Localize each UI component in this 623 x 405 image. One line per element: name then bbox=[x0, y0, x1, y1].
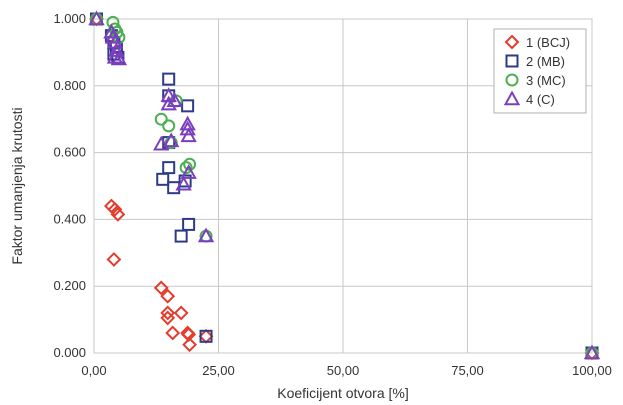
data-point-triangle bbox=[110, 50, 128, 66]
data-point-triangle bbox=[160, 87, 177, 103]
data-point-triangle bbox=[166, 92, 183, 108]
data-point-triangle bbox=[175, 175, 192, 191]
data-point-triangle bbox=[583, 344, 601, 360]
y-tick-label: 0.200 bbox=[53, 278, 86, 293]
data-point-triangle bbox=[180, 164, 197, 179]
data-point-diamond bbox=[173, 305, 189, 321]
data-point-diamond bbox=[160, 305, 176, 321]
grid bbox=[93, 18, 593, 354]
data-point-square bbox=[162, 161, 176, 175]
data-point-diamond bbox=[182, 337, 198, 353]
legend-marker-square bbox=[505, 54, 519, 68]
data-point-square bbox=[162, 72, 176, 86]
data-point-triangle bbox=[103, 23, 120, 39]
data-point-square bbox=[178, 174, 192, 188]
y-tick-label: 1.000 bbox=[53, 11, 86, 26]
y-axis-title: Faktor umanjenja krutosti bbox=[9, 107, 25, 264]
data-point-diamond bbox=[160, 288, 176, 304]
x-tick-label: 75,00 bbox=[451, 363, 484, 378]
legend-label: 1 (BCJ) bbox=[526, 35, 570, 50]
data-point-triangle bbox=[179, 120, 196, 136]
data-point-circle bbox=[154, 112, 168, 126]
data-point-triangle bbox=[180, 127, 197, 143]
data-points bbox=[88, 10, 601, 361]
legend-label: 4 (C) bbox=[526, 92, 555, 107]
data-point-square bbox=[174, 229, 188, 243]
data-point-triangle bbox=[160, 95, 177, 111]
data-point-triangle bbox=[88, 10, 105, 26]
x-tick-label: 0,00 bbox=[81, 363, 106, 378]
y-axis-ticks: 0.000 0.200 0.400 0.600 0.800 1.000 bbox=[53, 11, 86, 360]
x-axis-ticks: 0,00 25,00 50,00 75,00 100,00 bbox=[81, 363, 612, 378]
data-point-square bbox=[199, 329, 213, 343]
y-tick-label: 0.600 bbox=[53, 145, 86, 160]
series-4 bbox=[88, 10, 601, 360]
legend-marker-triangle bbox=[503, 90, 521, 106]
data-point-diamond bbox=[110, 206, 126, 222]
x-axis-title: Koeficijent otvora [%] bbox=[277, 385, 409, 401]
legend-label: 2 (MB) bbox=[526, 54, 565, 69]
data-point-diamond bbox=[107, 201, 123, 217]
data-point-triangle bbox=[106, 48, 124, 64]
data-point-circle bbox=[162, 119, 176, 133]
data-point-circle bbox=[179, 161, 193, 175]
legend-marker-diamond bbox=[504, 34, 520, 50]
x-tick-label: 25,00 bbox=[202, 363, 235, 378]
data-point-triangle bbox=[153, 135, 170, 151]
data-point-triangle bbox=[197, 227, 215, 243]
legend-marker-circle bbox=[505, 73, 519, 87]
legend-label: 3 (MC) bbox=[526, 73, 566, 88]
series-1 bbox=[89, 11, 600, 361]
y-tick-label: 0.400 bbox=[53, 211, 86, 226]
data-point-diamond bbox=[106, 252, 122, 267]
data-point-square bbox=[182, 217, 196, 231]
data-point-triangle bbox=[162, 132, 180, 148]
y-tick-label: 0.800 bbox=[53, 78, 86, 93]
data-point-diamond bbox=[165, 325, 181, 341]
y-tick-label: 0.000 bbox=[53, 345, 86, 360]
legend-box bbox=[493, 28, 587, 114]
data-point-diamond bbox=[153, 280, 169, 296]
legend: 1 (BCJ) 2 (MB) 3 (MC) 4 (C) bbox=[493, 28, 587, 114]
x-tick-label: 100,00 bbox=[572, 363, 612, 378]
x-tick-label: 50,00 bbox=[327, 363, 360, 378]
data-point-diamond bbox=[160, 310, 176, 326]
